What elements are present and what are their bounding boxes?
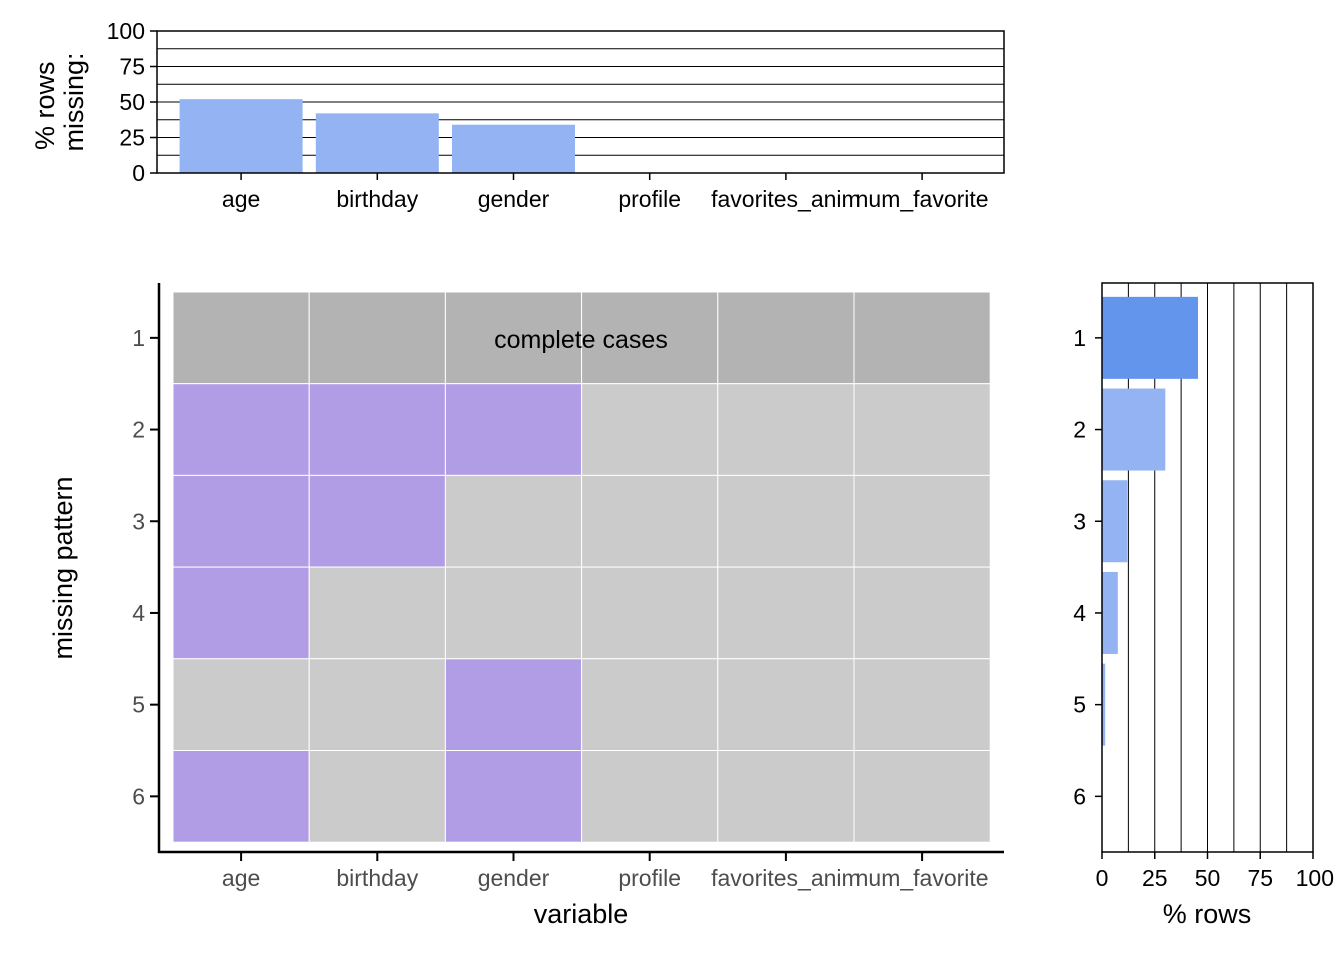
heatmap-cell [581,291,719,385]
heatmap-cell [581,750,719,843]
heatmap-cell [853,750,991,843]
top-x-tick-label: age [222,186,260,212]
right-gridlines [1127,283,1288,852]
right-x-tick-label: 75 [1247,865,1273,891]
heatmap-cell [444,474,583,568]
heatmap-x-tick-label: birthday [336,865,418,891]
right-x-tick-label: 0 [1096,865,1109,891]
right-y-tick-label: 4 [1073,600,1086,626]
heatmap-cell [172,658,310,751]
heatmap-cell [308,750,446,843]
pattern-rows-bar-panel: 1 2 3 4 5 6 0 25 50 75 100 % rows [1073,282,1334,929]
right-y-tick-label: 1 [1073,325,1086,351]
heatmap-cell [308,658,446,751]
heatmap-cell [308,566,446,660]
heatmap-x-tick-label: age [222,865,260,891]
right-bar-4 [1102,571,1118,654]
top-y-axis-title: % rows missing: [30,52,89,151]
heatmap-cell [717,383,855,476]
right-x-tick-label: 50 [1195,865,1221,891]
heatmap-cell [444,750,583,843]
heatmap-cell [717,566,855,660]
right-y-tick-label: 5 [1073,692,1086,718]
heatmap-y-tick-label: 3 [132,508,145,534]
heatmap-x-tick-label: favorites_anim [711,865,861,891]
right-y-tick-label: 3 [1073,508,1086,534]
right-bars [1102,296,1199,746]
heatmap-cell [172,383,310,476]
heatmap-cell [172,474,310,568]
heatmap-cell [308,474,446,568]
heatmap-y-tick-label: 5 [132,692,145,718]
top-x-tick-label: birthday [336,186,418,212]
heatmap-cell [308,291,446,385]
heatmap-cell [717,750,855,843]
heatmap-x-tick-label: num_favorite [856,865,989,891]
right-y-tick-label: 2 [1073,417,1086,443]
heatmap-cell [172,291,310,385]
heatmap-cells [172,291,991,843]
top-y-tick-label: 0 [132,160,145,186]
right-x-ticks: 0 25 50 75 100 [1096,852,1334,891]
right-bar-5 [1102,663,1106,746]
right-x-axis-title: % rows [1163,899,1252,929]
top-x-tick-label: gender [478,186,550,212]
top-bar-birthday [315,113,439,173]
heatmap-x-ticks: age birthday gender profile favorites_animnu… [222,852,989,891]
right-y-tick-label: 6 [1073,783,1086,809]
top-bar-gender [452,124,575,173]
heatmap-x-axis-title: variable [534,899,629,929]
top-y-axis-title-line-2: missing: [59,52,89,151]
complete-cases-label: complete cases [494,326,668,354]
heatmap-cell [853,291,991,385]
top-x-ticks: age birthday gender profile favorites_animnu… [222,173,989,212]
top-missing-bar-panel: 0 25 50 75 100 age birthday gender profile favor… [30,18,1005,212]
heatmap-y-ticks: 1 2 3 4 5 6 [132,325,159,809]
heatmap-cell [444,383,583,476]
heatmap-cell [853,383,991,476]
heatmap-y-axis-title: missing pattern [48,476,78,659]
right-bar-1 [1102,296,1199,379]
heatmap-cell [581,658,719,751]
top-x-tick-label: favorites_anim [711,186,861,212]
top-y-tick-label: 75 [119,54,145,80]
top-y-tick-label: 50 [119,89,145,115]
heatmap-cell [581,383,719,476]
heatmap-cell [172,566,310,660]
heatmap-cell [853,474,991,568]
heatmap-y-tick-label: 1 [132,325,145,351]
heatmap-x-tick-label: gender [478,865,550,891]
right-x-tick-label: 25 [1142,865,1168,891]
missing-pattern-heatmap-panel: complete cases 1 2 3 4 5 6 age birthday gender p… [48,283,1004,929]
top-bars [179,99,575,173]
heatmap-cell [853,658,991,751]
right-x-tick-label: 100 [1296,865,1334,891]
heatmap-y-tick-label: 2 [132,417,145,443]
heatmap-cell [853,566,991,660]
heatmap-cell [308,383,446,476]
heatmap-cell [717,658,855,751]
right-y-ticks: 1 2 3 4 5 6 [1073,325,1102,809]
top-y-tick-label: 25 [119,125,145,151]
heatmap-cell [717,291,855,385]
heatmap-cell [444,566,583,660]
heatmap-cell [444,658,583,751]
top-y-axis-title-line-1: % rows [30,62,60,151]
heatmap-cell [172,750,310,843]
top-bar-age [179,99,303,173]
right-bar-2 [1102,388,1166,471]
top-x-tick-label: num_favorite [856,186,989,212]
heatmap-y-tick-label: 6 [132,783,145,809]
top-y-tick-label: 100 [107,18,145,44]
heatmap-cell [717,474,855,568]
heatmap-y-tick-label: 4 [132,600,145,626]
top-x-tick-label: profile [618,186,681,212]
right-bar-3 [1102,480,1128,563]
heatmap-cell [581,474,719,568]
heatmap-x-tick-label: profile [618,865,681,891]
heatmap-cell [581,566,719,660]
top-y-ticks: 0 25 50 75 100 [107,18,157,186]
